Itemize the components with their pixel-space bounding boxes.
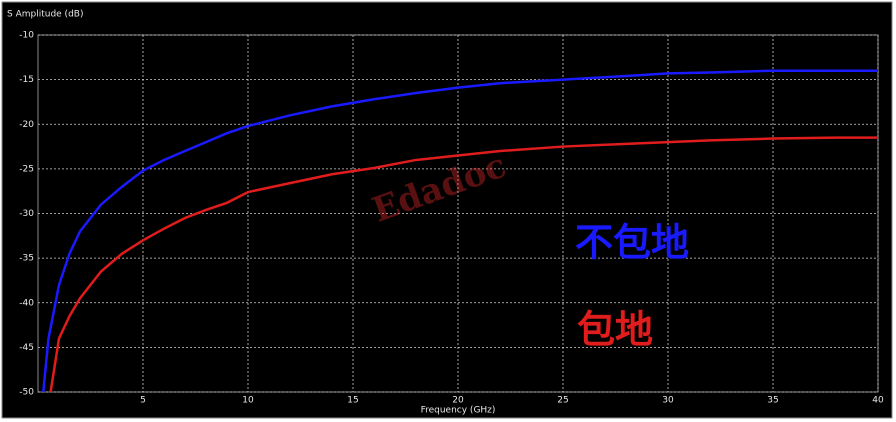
x-tick-label: 35 — [767, 396, 778, 406]
annotation: 不包地 — [575, 221, 689, 265]
series-line — [49, 136, 878, 393]
y-tick-label: -45 — [19, 343, 34, 353]
y-tick-label: -15 — [19, 75, 34, 85]
x-tick-label: 10 — [242, 396, 254, 406]
x-tick-label: 40 — [872, 396, 884, 406]
annotation: 包地 — [577, 308, 653, 352]
y-tick-label: -40 — [19, 298, 34, 308]
y-tick-label: -10 — [19, 31, 34, 41]
series-line — [42, 69, 878, 393]
chart-title: S Amplitude (dB) — [7, 10, 83, 20]
y-tick-label: -30 — [19, 209, 34, 219]
y-tick-label: -20 — [19, 120, 34, 130]
x-tick-label: 30 — [662, 396, 674, 406]
x-tick-label: 5 — [140, 396, 146, 406]
x-tick-label: 20 — [452, 396, 464, 406]
x-axis-label: Frequency (GHz) — [421, 406, 496, 416]
y-tick-label: -35 — [19, 254, 34, 264]
x-tick-label: 15 — [347, 396, 358, 406]
y-tick-label: -25 — [19, 164, 34, 174]
y-tick-label: -50 — [19, 388, 34, 398]
x-tick-label: 25 — [557, 396, 568, 406]
